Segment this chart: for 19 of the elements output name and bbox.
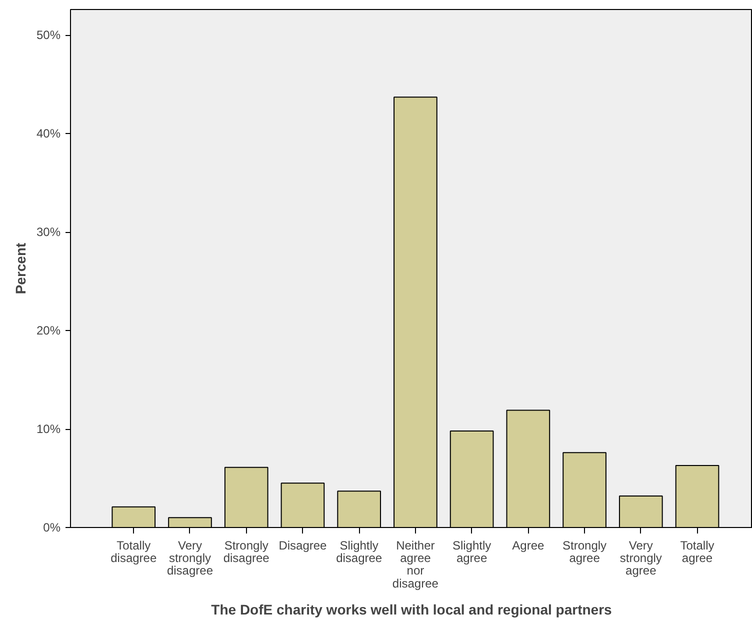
- x-tick-label: Slightly disagree: [336, 538, 382, 566]
- x-tick-label: Totally agree: [680, 538, 714, 566]
- x-tick-label: Agree: [512, 538, 545, 552]
- x-tick-label: Totally disagree: [110, 538, 157, 566]
- x-tick-label: Strongly agree: [562, 538, 607, 566]
- x-tick-label: Very strongly agree: [620, 538, 662, 578]
- y-tick-label: 40%: [36, 126, 61, 141]
- x-axis-title: The DofE charity works well with local and regional partners: [211, 601, 612, 618]
- x-tick-label: Slightly agree: [452, 538, 492, 566]
- x-tick-label: Very strongly disagree: [166, 538, 214, 578]
- y-tick-label: 50%: [36, 28, 61, 42]
- x-tick-label: Neither agree nor disagree: [392, 538, 439, 590]
- y-axis-title: Percent: [12, 242, 28, 294]
- x-tick-label: Disagree: [278, 538, 328, 552]
- x-tick-label: Strongly disagree: [223, 538, 270, 566]
- y-tick-label: 10%: [36, 422, 61, 436]
- y-tick-label: 30%: [36, 225, 61, 240]
- y-tick-label: 0%: [43, 520, 61, 534]
- y-tick-label: 20%: [36, 324, 61, 338]
